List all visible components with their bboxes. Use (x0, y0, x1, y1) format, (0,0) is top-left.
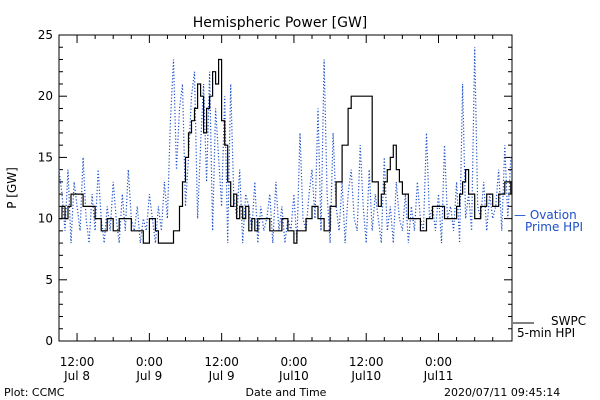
y-axis-label: P [GW] (5, 167, 19, 209)
legend-swpc-line2: 5-min HPI (517, 326, 575, 340)
x-tick-label-date: Jul 9 (208, 369, 235, 383)
x-tick-label-time: 12:00 (204, 355, 239, 369)
footer-plot-source: Plot: CCMC (4, 386, 65, 399)
y-tick-label: 20 (38, 89, 53, 103)
footer-timestamp: 2020/07/11 09:45:14 (444, 386, 560, 399)
series-line-swpc (59, 58, 512, 244)
x-tick-label-time: 12:00 (349, 355, 384, 369)
y-tick-label: 10 (38, 212, 53, 226)
legend-swpc-line1: SWPC (551, 314, 586, 328)
x-tick-label-date: Jul 9 (135, 369, 162, 383)
legend-ovation-line2: Prime HPI (525, 220, 583, 234)
x-tick-label-time: 12:00 (60, 355, 95, 369)
y-tick-label: 5 (45, 273, 53, 287)
x-tick-label-time: 0:00 (425, 355, 452, 369)
x-tick-label-time: 0:00 (280, 355, 307, 369)
chart-title: Hemispheric Power [GW] (193, 15, 368, 31)
x-axis-label: Date and Time (246, 386, 327, 399)
x-tick-label-date: Jul 8 (63, 369, 90, 383)
y-axis: 0 5 10 15 20 25 (38, 28, 512, 348)
legend-ovation-line1: — Ovation (514, 208, 577, 222)
series-layer (58, 47, 512, 244)
x-tick-label-date: Jul10 (350, 369, 381, 383)
y-tick-label: 0 (45, 334, 53, 348)
series-line-ovation (58, 47, 512, 244)
x-tick-label-date: Jul11 (423, 369, 454, 383)
x-tick-label-time: 0:00 (136, 355, 163, 369)
x-tick-label-date: Jul10 (278, 369, 309, 383)
y-tick-label: 25 (38, 28, 53, 42)
y-tick-label: 15 (38, 150, 53, 164)
plot-frame (58, 34, 513, 342)
